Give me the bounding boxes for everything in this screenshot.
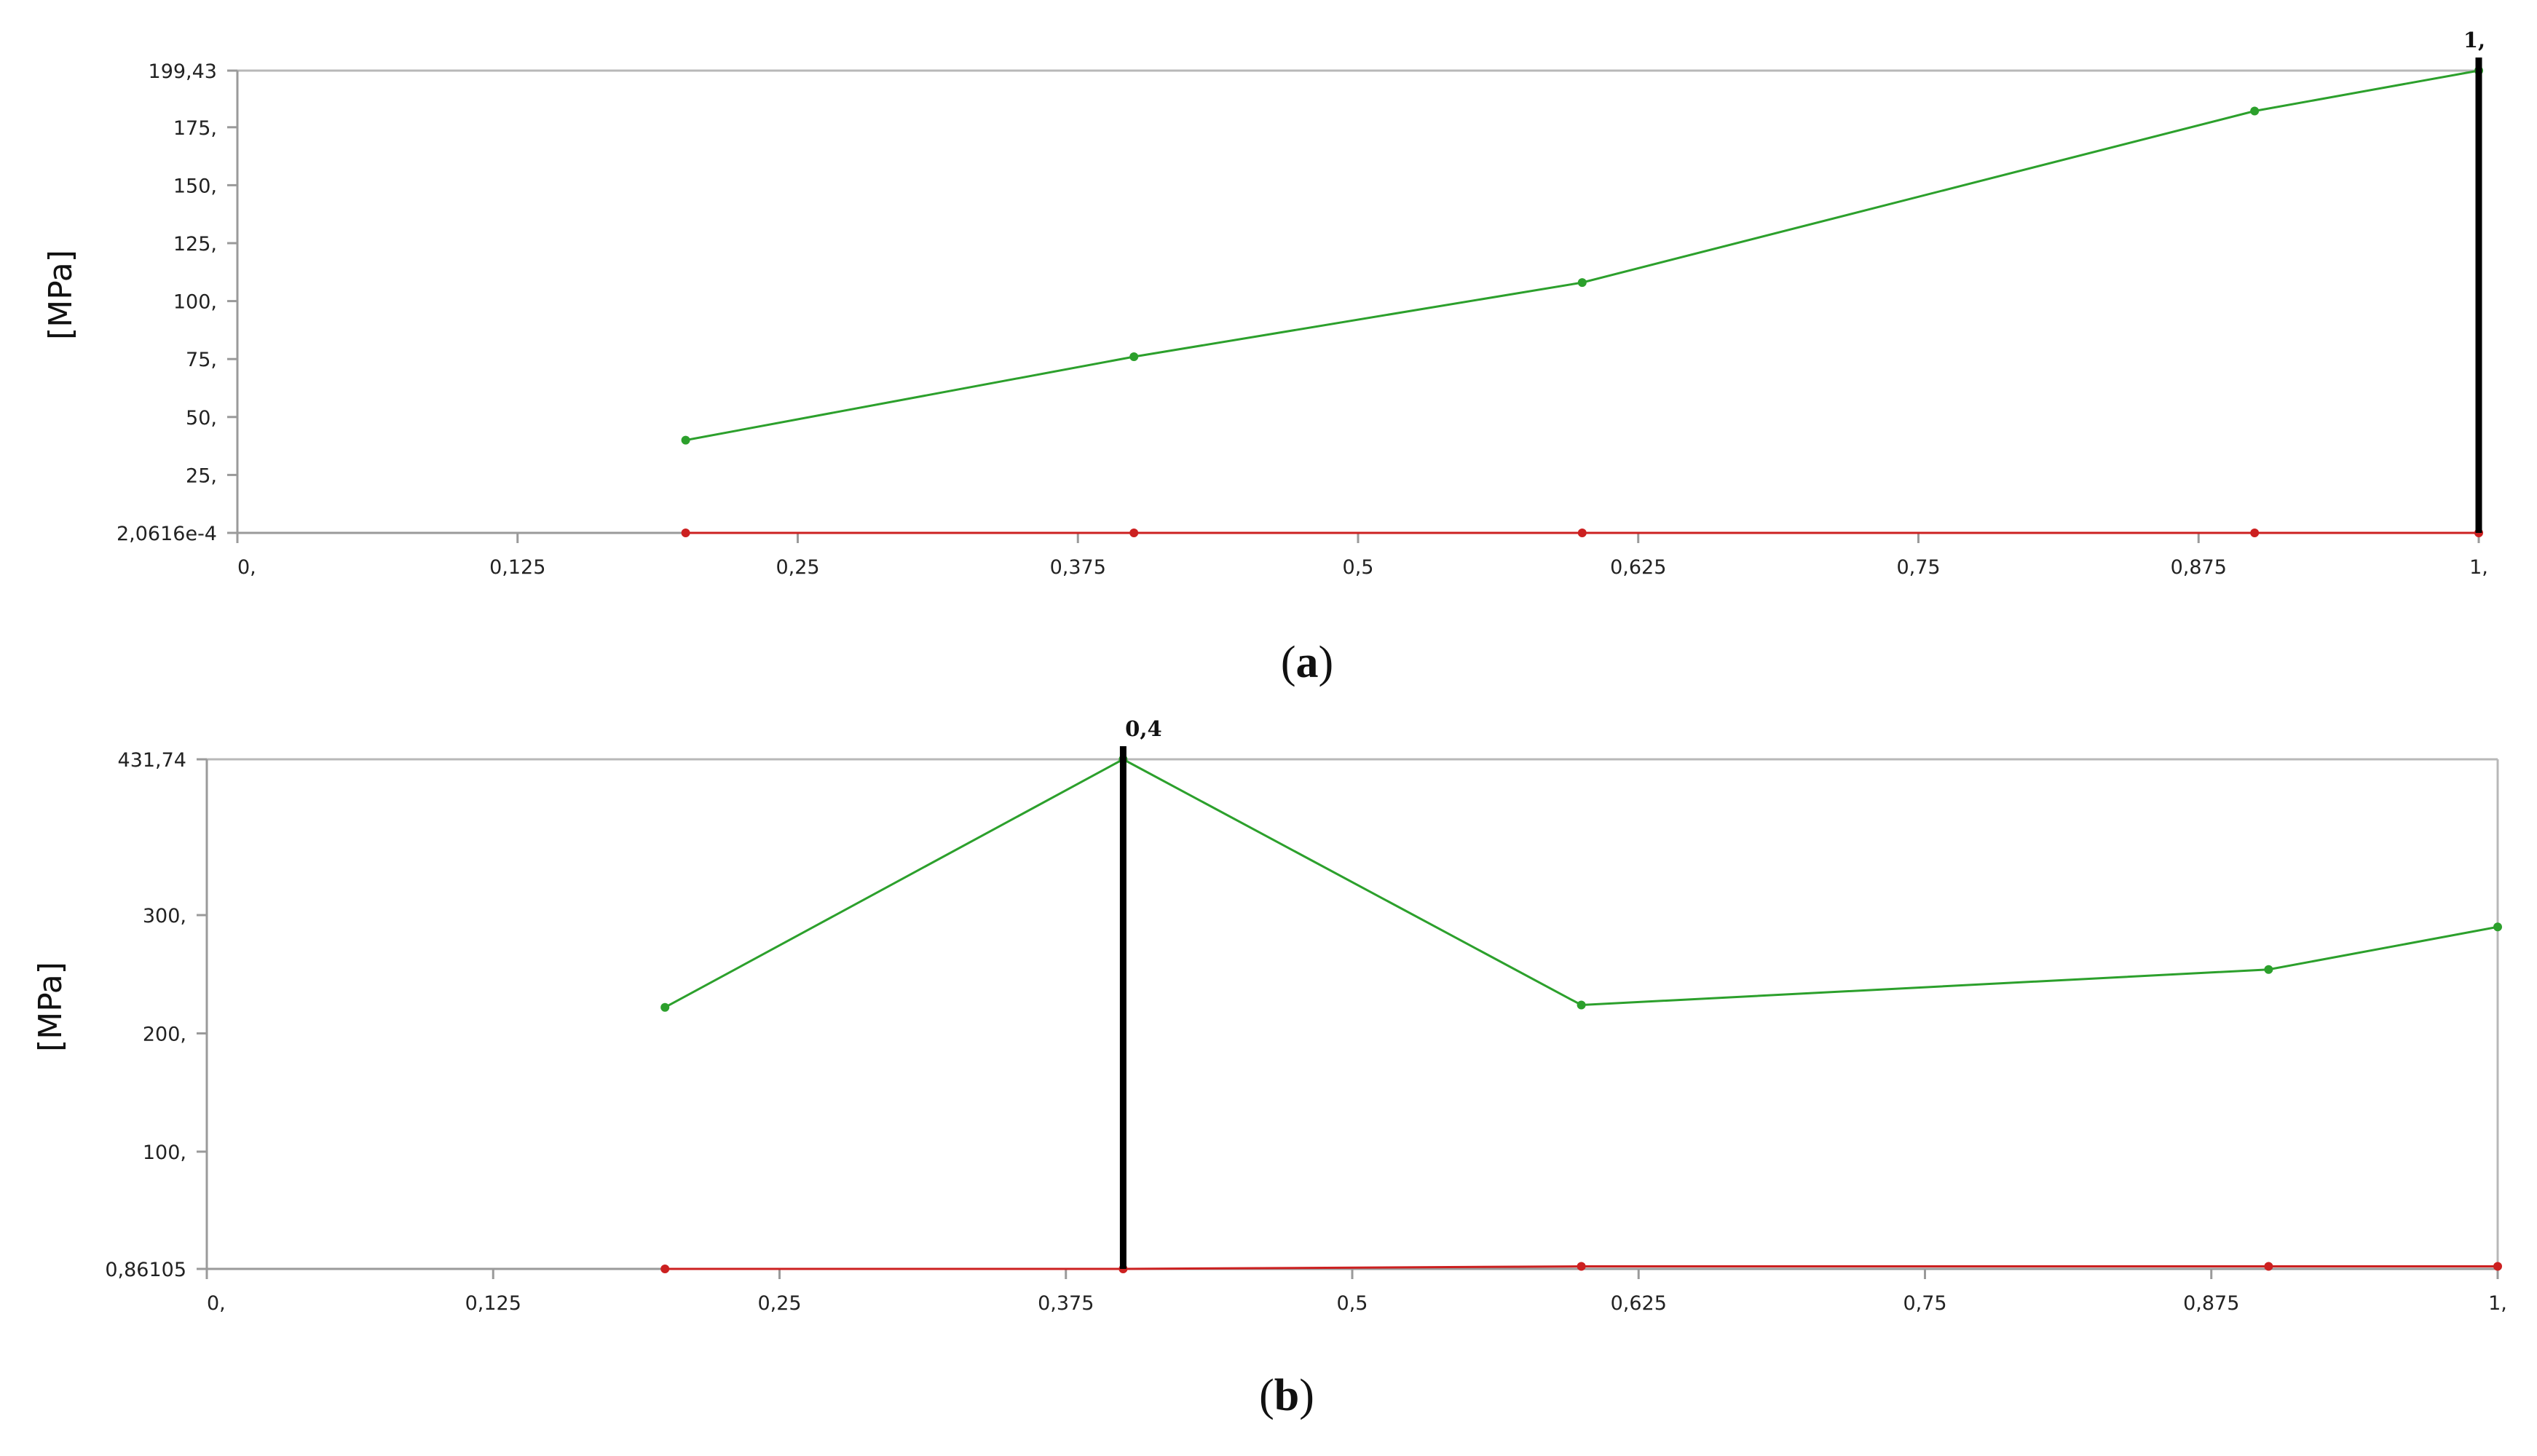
panel-caption: (b) (1259, 1371, 1314, 1420)
chart-a: 0, 0,125 0,25 0,375 0,5 0,625 0,75 0,875 1, 2,061… (42, 28, 2488, 687)
y-tick-label: 200, (143, 1023, 186, 1045)
data-point (1577, 1262, 1586, 1271)
x-tick-label: 0,625 (1611, 1292, 1667, 1315)
x-tick-label: 0,25 (757, 1292, 801, 1315)
data-point (1129, 529, 1139, 537)
y-tick-label: 300, (143, 905, 186, 927)
data-point (660, 1002, 670, 1012)
data-point (1577, 1000, 1586, 1010)
y-tick-label: 25, (186, 464, 217, 487)
series-line-0 (685, 69, 2479, 442)
cursor-label: 1, (2463, 28, 2485, 52)
x-tick-label: 0,75 (1903, 1292, 1946, 1315)
x-tick-label: 0, (237, 556, 256, 579)
x-tick-label: 0,625 (1610, 556, 1666, 579)
x-tick-label: 0,125 (465, 1292, 521, 1315)
data-point (1129, 352, 1139, 362)
y-tick-label: 431,74 (118, 749, 186, 772)
y-tick-label: 125, (173, 233, 217, 256)
chart-b: 0, 0,125 0,25 0,375 0,5 0,625 0,75 0,875 1, 0,861… (32, 716, 2507, 1420)
cursor-label: 0,4 (1125, 716, 1161, 741)
data-point (2250, 529, 2260, 537)
x-tick-label: 0,375 (1050, 556, 1106, 579)
data-point (1577, 529, 1587, 537)
series-line-0 (664, 758, 2498, 1009)
data-point (2250, 106, 2260, 116)
x-tick-label: 0,75 (1896, 556, 1940, 579)
x-tick-label: 0,875 (2183, 1292, 2239, 1315)
data-point (681, 529, 690, 537)
data-point (2264, 1262, 2273, 1271)
y-tick-label: 100, (143, 1142, 186, 1164)
y-tick-label: 100, (173, 291, 217, 314)
data-point (660, 1265, 670, 1273)
panel-caption: (a) (1281, 638, 1333, 687)
y-axis-label: [MPa] (42, 250, 79, 340)
y-tick-label: 50, (186, 407, 217, 430)
x-tick-label: 0,125 (489, 556, 545, 579)
caption-paren-close: ) (1299, 1371, 1314, 1420)
y-axis-label: [MPa] (32, 962, 69, 1052)
x-tick-label: 0, (207, 1292, 226, 1315)
data-point (2493, 1262, 2502, 1271)
x-tick-label: 1, (2469, 556, 2488, 579)
caption-letter: a (1296, 638, 1319, 687)
caption-paren-open: ( (1281, 638, 1296, 687)
x-tick-label: 0,5 (1343, 556, 1374, 579)
x-tick-label: 0,875 (2171, 556, 2227, 579)
y-tick-label: 175, (173, 117, 217, 140)
data-point (2493, 922, 2502, 932)
y-tick-label: 150, (173, 175, 217, 197)
caption-paren-open: ( (1259, 1371, 1274, 1420)
data-point (1577, 278, 1587, 288)
x-tick-label: 0,375 (1038, 1292, 1094, 1315)
caption-letter: b (1274, 1371, 1299, 1420)
x-tick-label: 0,5 (1337, 1292, 1368, 1315)
data-point (681, 435, 690, 445)
y-tick-label: 199,43 (149, 60, 217, 83)
data-point (2264, 965, 2273, 974)
caption-paren-close: ) (1319, 638, 1334, 687)
y-tick-label: 2,0616e-4 (117, 523, 217, 545)
x-tick-label: 0,25 (776, 556, 819, 579)
y-tick-label: 0,86105 (105, 1259, 186, 1281)
x-tick-label: 1, (2488, 1292, 2507, 1315)
y-tick-label: 75, (186, 349, 217, 371)
